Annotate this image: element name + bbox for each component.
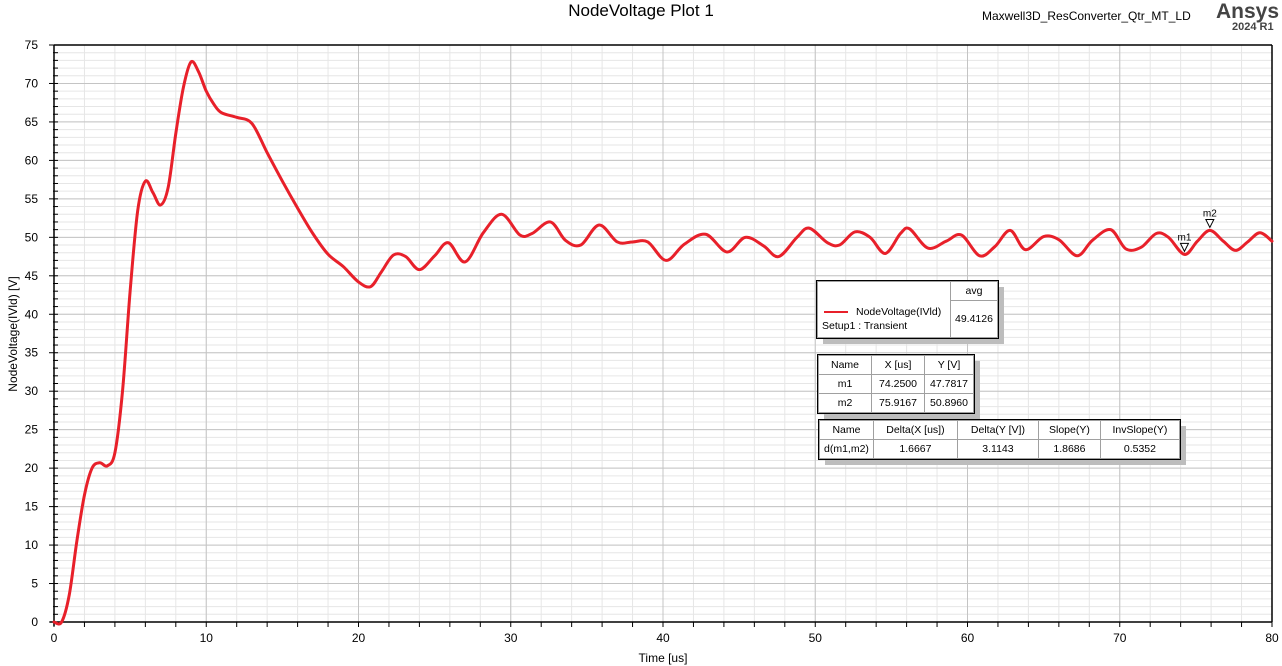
delta-header-dy: Delta(Y [V]) [956,420,1039,440]
marker-name: m2 [818,393,872,413]
marker-name: m1 [818,374,872,394]
svg-text:35: 35 [25,346,39,360]
brand-version: 2024 R1 [1232,21,1274,33]
marker-m1[interactable]: m1 [1178,232,1192,253]
brand-logo: Ansys [1216,0,1280,23]
legend-table[interactable]: avg NodeVoltage(IVld) Setup1 : Transient… [816,280,999,339]
svg-text:50: 50 [809,631,823,645]
svg-text:75: 75 [25,38,39,52]
delta-header-invslope: InvSlope(Y) [1099,420,1180,440]
delta-name: d(m1,m2) [819,439,874,459]
delta-y: 3.1143 [956,439,1039,459]
svg-text:40: 40 [656,631,670,645]
marker-label: m1 [1178,232,1192,243]
delta-invslope: 0.5352 [1099,439,1180,459]
project-name: Maxwell3D_ResConverter_Qtr_MT_LD [982,9,1191,23]
svg-text:45: 45 [25,269,39,283]
delta-x: 1.6667 [872,439,958,459]
marker-triangle-icon [1179,242,1190,253]
svg-text:20: 20 [25,461,39,475]
svg-text:70: 70 [1113,631,1127,645]
chart-title: NodeVoltage Plot 1 [568,1,714,20]
legend-setup-name: Setup1 : Transient [822,319,908,332]
marker-x: 75.9167 [871,393,925,413]
svg-text:15: 15 [25,500,39,514]
y-axis-label: NodeVoltage(IVld) [V] [6,276,20,391]
svg-text:80: 80 [1265,631,1279,645]
svg-text:5: 5 [31,577,38,591]
delta-header-name: Name [819,420,874,440]
delta-marker-table[interactable]: Name Delta(X [us]) Delta(Y [V]) Slope(Y)… [818,419,1181,460]
svg-text:60: 60 [25,153,39,167]
svg-text:0: 0 [31,615,38,629]
marker-row-m1[interactable]: m1 74.2500 47.7817 [818,374,974,394]
marker-table[interactable]: Name X [us] Y [V] m1 74.2500 47.7817 m2 … [817,354,975,414]
legend-trace-name: NodeVoltage(IVld) [856,305,942,318]
svg-text:50: 50 [25,230,39,244]
delta-header-dx: Delta(X [us]) [872,420,958,440]
svg-text:55: 55 [25,192,39,206]
delta-row[interactable]: d(m1,m2) 1.6667 3.1143 1.8686 0.5352 [819,439,1180,459]
marker-header-x: X [us] [871,355,925,375]
legend-trace-entry[interactable]: NodeVoltage(IVld) Setup1 : Transient [817,300,951,338]
marker-x: 74.2500 [871,374,925,394]
legend-avg-header: avg [950,281,998,301]
legend-avg-value: 49.4126 [950,300,998,338]
x-axis-label: Time [us] [639,651,688,665]
delta-slope: 1.8686 [1037,439,1101,459]
svg-text:65: 65 [25,115,39,129]
svg-text:70: 70 [25,76,39,90]
svg-text:0: 0 [51,631,58,645]
svg-text:60: 60 [961,631,975,645]
grid-lines [53,44,1273,623]
marker-header-name: Name [818,355,872,375]
svg-text:30: 30 [504,631,518,645]
markers[interactable]: m1 m2 [1178,208,1218,253]
svg-text:20: 20 [352,631,366,645]
svg-text:25: 25 [25,423,39,437]
marker-y: 50.8960 [924,393,974,413]
delta-header-slope: Slope(Y) [1037,420,1101,440]
marker-header-y: Y [V] [924,355,974,375]
marker-y: 47.7817 [924,374,974,394]
marker-row-m2[interactable]: m2 75.9167 50.8960 [818,393,974,413]
trace-nodevoltage[interactable] [52,59,1274,626]
marker-triangle-icon [1205,218,1215,229]
svg-text:30: 30 [25,384,39,398]
trace-color-swatch [824,310,848,313]
marker-label: m2 [1203,208,1217,219]
tick-labels: 0 10 20 30 40 50 60 70 80 0 5 10 15 20 25 30 35 40 45 50 55 6… [25,38,1279,645]
svg-text:10: 10 [25,538,39,552]
marker-m2[interactable]: m2 [1203,208,1217,229]
svg-text:10: 10 [200,631,214,645]
svg-text:40: 40 [25,307,39,321]
axes [49,44,1273,627]
